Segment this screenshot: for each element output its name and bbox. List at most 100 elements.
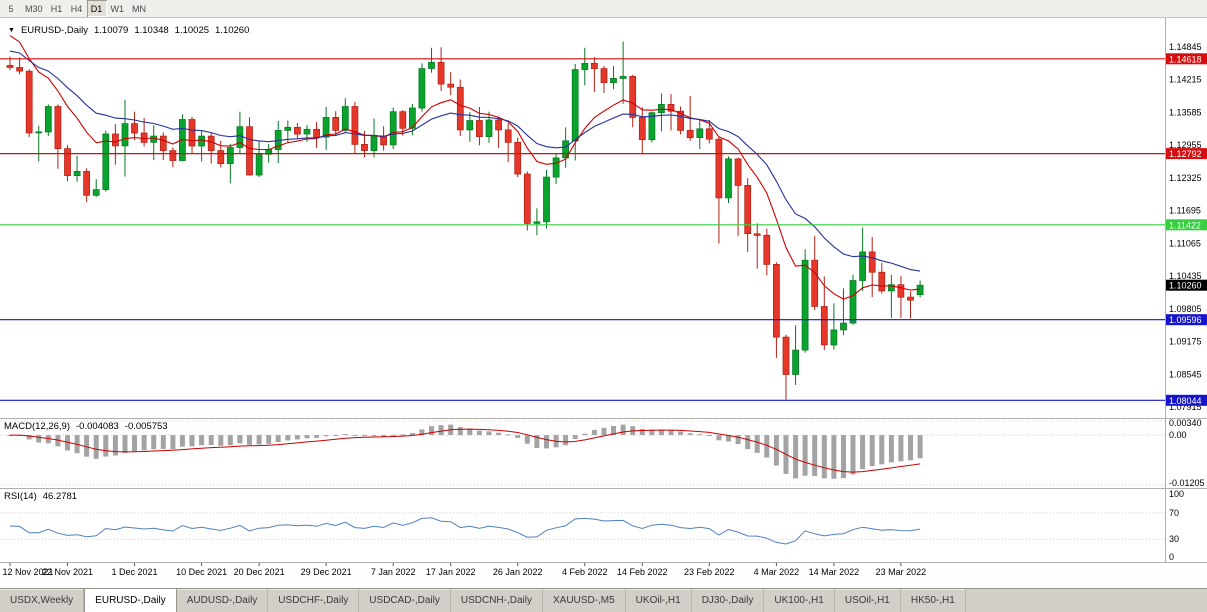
candle	[782, 336, 790, 375]
macd-histogram-bar	[869, 435, 875, 466]
macd-histogram-bar	[764, 435, 770, 458]
chart-tab-ukoil-h1[interactable]: UKOil-,H1	[625, 589, 692, 612]
candle	[773, 264, 780, 338]
date-axis-label: 29 Dec 2021	[301, 567, 352, 577]
macd-histogram-bar	[841, 435, 846, 479]
macd-histogram-bar	[649, 429, 655, 436]
candle	[73, 171, 81, 176]
macd-histogram-bar	[179, 435, 185, 447]
macd-histogram-bar	[170, 435, 176, 450]
macd-histogram-bar	[256, 435, 262, 445]
macd-histogram-bar	[908, 435, 913, 461]
svg-text:1.10260: 1.10260	[1169, 281, 1202, 291]
macd-histogram-bar	[390, 434, 396, 436]
date-axis-label: 12 Nov 2021	[2, 567, 53, 577]
candle	[485, 119, 493, 137]
macd-histogram-bar	[515, 435, 521, 438]
candle	[44, 106, 52, 133]
macd-histogram-bar	[898, 435, 904, 462]
chart-tab-usdcad-daily[interactable]: USDCAD-,Daily	[359, 589, 451, 612]
chart-dropdown-icon[interactable]: ▼	[8, 27, 15, 34]
macd-histogram-bar	[132, 435, 137, 452]
macd-histogram-bar	[160, 435, 166, 449]
price-axis-label: 1.12955	[1169, 140, 1202, 150]
candle	[6, 65, 14, 68]
candle	[284, 126, 292, 131]
svg-text:1.08044: 1.08044	[1169, 396, 1202, 406]
price-axis[interactable]: 1.14845 1.14215 1.13585 1.12955 1.12325 1.116…	[1166, 42, 1207, 562]
macd-histogram-bar	[429, 426, 434, 436]
macd-histogram-bar	[294, 435, 300, 440]
candle	[868, 251, 876, 273]
candle	[897, 284, 905, 298]
timeframe-button-h1[interactable]: H1	[50, 3, 63, 14]
macd-histogram-bar	[754, 435, 760, 453]
macd-histogram-bar	[745, 435, 751, 450]
candle	[92, 189, 100, 196]
chart-tab-dj30-daily[interactable]: DJ30-,Daily	[691, 589, 765, 612]
macd-histogram-bar	[189, 435, 195, 447]
timeframe-button-5[interactable]: 5	[8, 3, 14, 14]
macd-histogram-bar	[505, 434, 511, 436]
candle	[552, 157, 560, 178]
chart-tabs-bar: USDX,Weekly EURUSD-,Daily AUDUSD-,Daily USD…	[0, 588, 1207, 612]
macd-histogram-bar	[793, 435, 799, 479]
macd-axis-label: 0.00340	[1169, 418, 1202, 428]
macd-histogram-bar	[208, 435, 214, 446]
candle	[514, 141, 522, 175]
timeframe-button-m30[interactable]: M30	[25, 3, 43, 14]
candle	[648, 112, 656, 141]
candle	[102, 133, 110, 190]
chart-tab-xauusd-m5[interactable]: XAUUSD-,M5	[542, 589, 626, 612]
macd-histogram-bar	[247, 435, 252, 445]
candle	[686, 130, 694, 139]
date-axis-label: 17 Jan 2022	[426, 567, 476, 577]
timeframe-button-mn[interactable]: MN	[132, 3, 147, 14]
rsi-axis-label: 100	[1169, 489, 1184, 499]
candle	[437, 61, 445, 85]
macd-histogram-bar	[563, 435, 569, 446]
price-axis-label: 1.10435	[1169, 271, 1202, 281]
macd-histogram-bar	[639, 429, 645, 436]
chart-tab-uk100-h1[interactable]: UK100-,H1	[764, 589, 835, 612]
timeframe-button-w1[interactable]: W1	[110, 3, 125, 14]
macd-histogram-bar	[658, 429, 664, 436]
macd-histogram-bar	[888, 435, 894, 463]
macd-histogram-bar	[266, 435, 272, 444]
chart-tab-usoil-h1[interactable]: USOil-,H1	[834, 589, 901, 612]
rsi-line	[9, 517, 921, 545]
macd-histogram-bar	[802, 435, 808, 476]
macd-histogram-bar	[582, 433, 588, 436]
chart-tab-audusd-daily[interactable]: AUDUSD-,Daily	[176, 589, 269, 612]
chart-tab-usdx-weekly[interactable]: USDX,Weekly	[0, 589, 85, 612]
macd-histogram-bar	[151, 435, 157, 450]
macd-histogram-bar	[620, 424, 626, 436]
chart-area: 1.14845 1.14215 1.13585 1.12955 1.12325 1.116…	[0, 18, 1207, 588]
candle	[571, 69, 579, 142]
chart-tab-usdchf-daily[interactable]: USDCHF-,Daily	[268, 589, 360, 612]
candle	[619, 76, 627, 79]
macd-histogram-bar	[419, 429, 425, 436]
timeframe-button-h4[interactable]: H4	[70, 3, 83, 14]
candle	[878, 271, 886, 292]
macd-histogram-bar	[687, 433, 693, 435]
candle	[811, 259, 819, 307]
candle	[188, 119, 196, 147]
macd-histogram-bar	[668, 429, 674, 436]
macd-histogram-bar	[572, 435, 578, 440]
timeframe-button-d1[interactable]: D1	[86, 0, 107, 17]
date-axis-label: 23 Mar 2022	[876, 567, 927, 577]
chart-tab-hk50-h1[interactable]: HK50-,H1	[900, 589, 966, 612]
candle	[859, 251, 866, 281]
candle	[169, 150, 177, 161]
macd-signal-line	[10, 428, 921, 473]
candle	[562, 140, 569, 159]
chart-tab-usdcnh-daily[interactable]: USDCNH-,Daily	[450, 589, 543, 612]
candle	[428, 61, 435, 69]
macd-histogram-bar	[84, 435, 90, 457]
macd-histogram-bar	[611, 426, 616, 436]
chart-canvas[interactable]: 1.14845 1.14215 1.13585 1.12955 1.12325 1.116…	[0, 18, 1207, 588]
chart-tab-eurusd-daily[interactable]: EURUSD-,Daily	[84, 589, 177, 612]
candle	[361, 144, 368, 151]
